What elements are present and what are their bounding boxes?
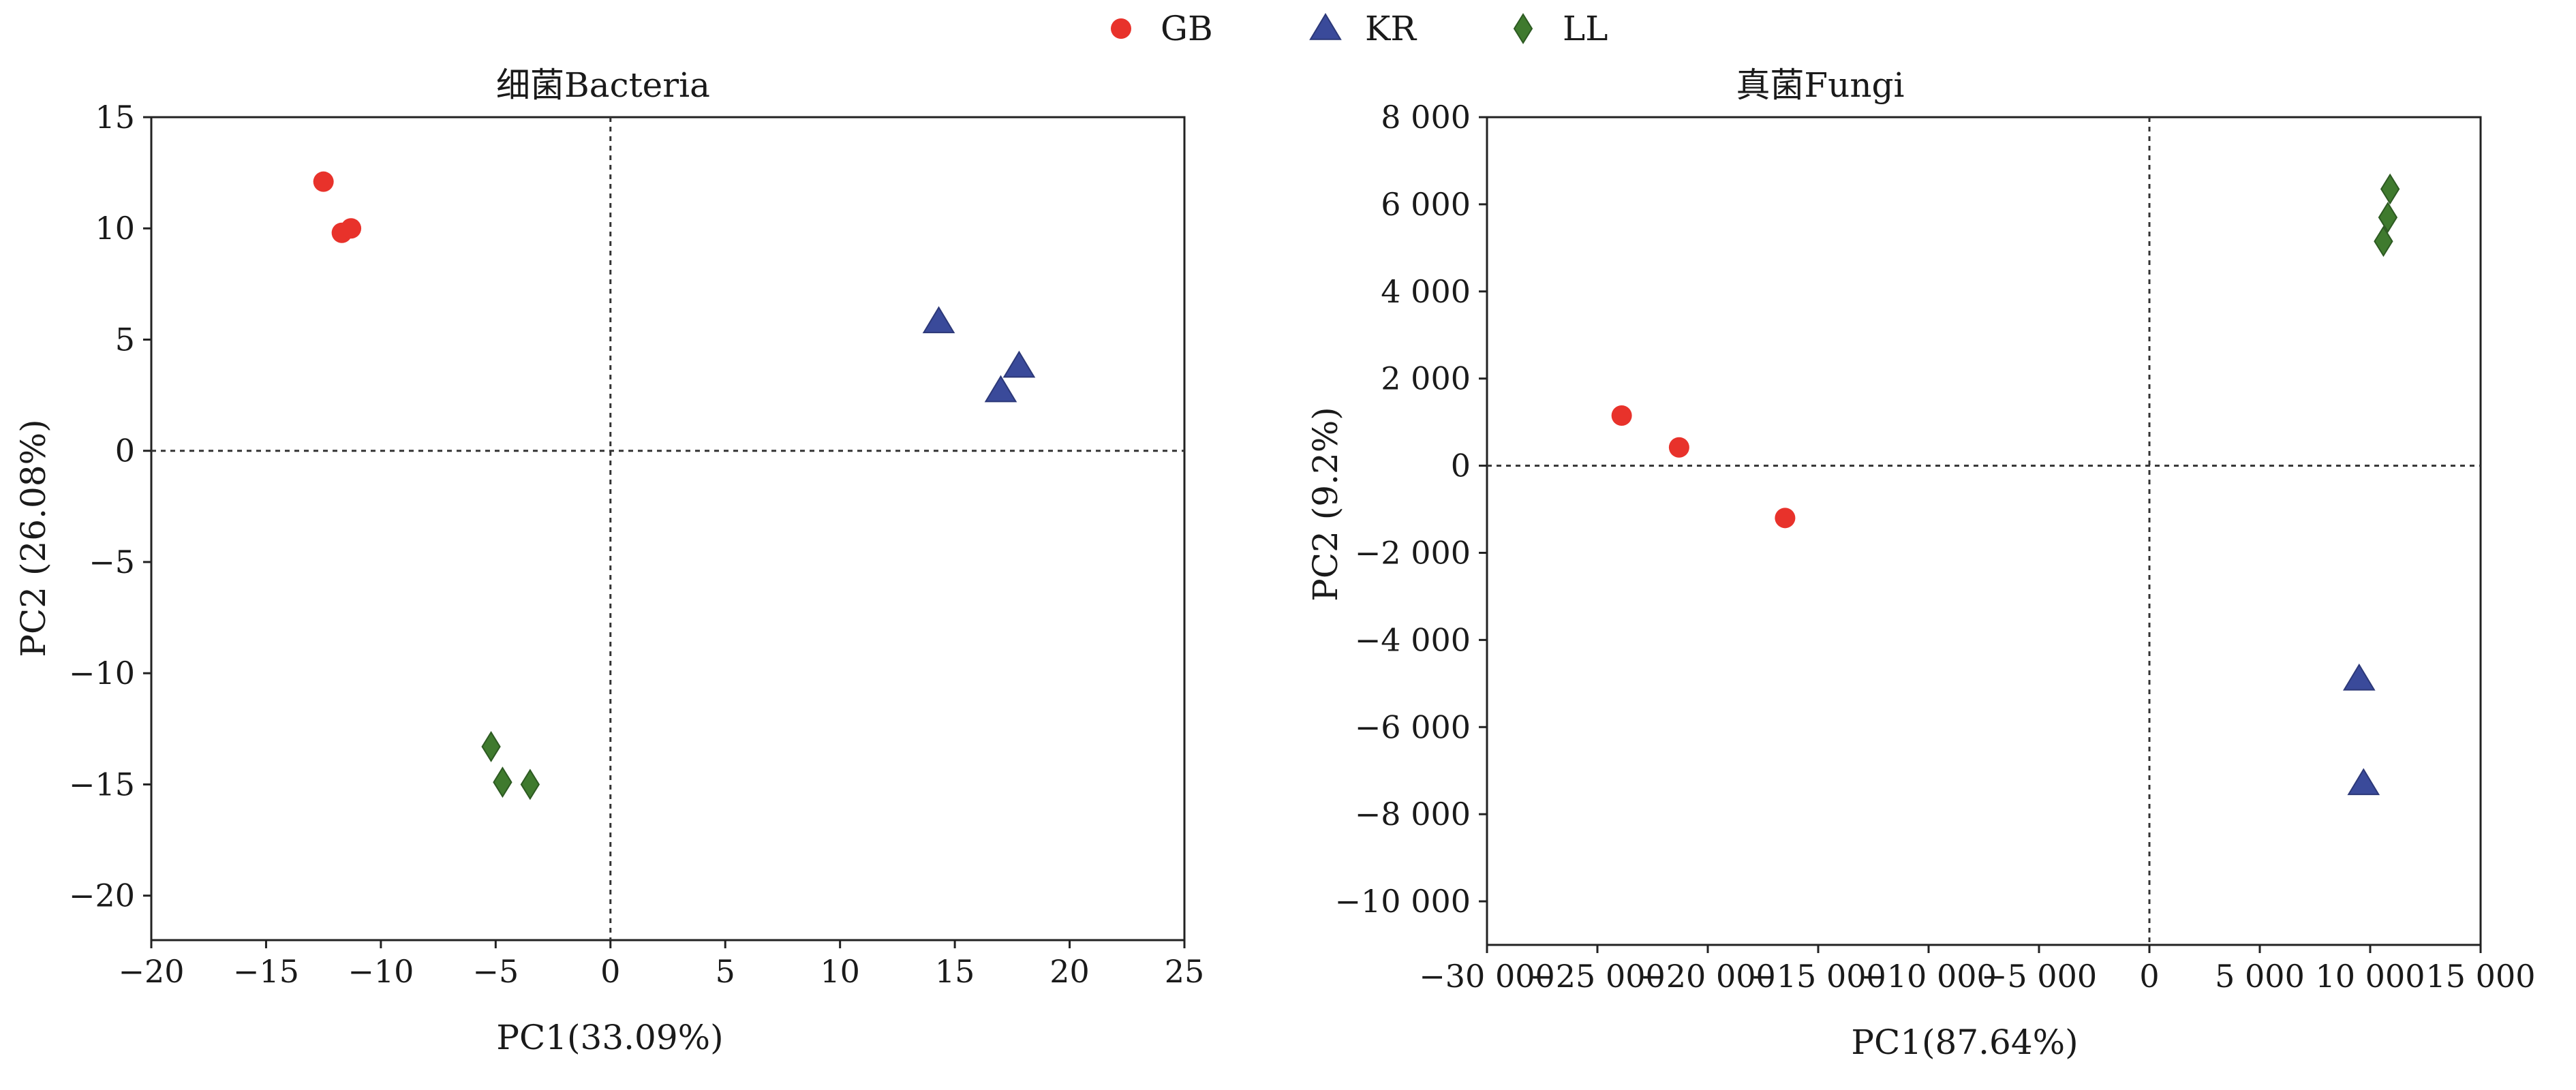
- data-point-gb: [313, 171, 334, 192]
- legend-marker-gb: [1111, 18, 1131, 39]
- y-tick-label: 2 000: [1381, 360, 1471, 397]
- x-tick-label: −15: [233, 953, 299, 990]
- x-tick-label: 0: [600, 953, 620, 990]
- y-tick-label: 5: [115, 321, 135, 358]
- data-point-kr: [984, 375, 1017, 403]
- y-tick-label: 10: [95, 210, 135, 247]
- x-tick-label: −5: [472, 953, 519, 990]
- x-tick-label: −15 000: [1750, 958, 1886, 995]
- legend-marker-kr: [1309, 13, 1342, 40]
- legend-marker-ll: [1513, 13, 1533, 44]
- y-tick-label: 0: [115, 433, 135, 469]
- x-tick-label: 25: [1165, 953, 1205, 990]
- y-tick-label: −2 000: [1355, 534, 1471, 571]
- y-tick-label: −8 000: [1355, 796, 1471, 832]
- plot-frame: [150, 116, 1186, 941]
- plot-frame: [1486, 116, 2482, 946]
- data-point-gb: [1611, 405, 1632, 426]
- x-tick-label: −10 000: [1860, 958, 1997, 995]
- x-tick-label: 0: [2139, 958, 2159, 995]
- data-point-ll: [2378, 202, 2398, 233]
- bacteria-panel: −20 −15 −10 −5 0 5 10 15 20 25 15 10 5 0 −5 −10 −15 −20 细菌…: [14, 65, 1204, 1057]
- legend-label-ll: LL: [1563, 9, 1608, 48]
- x-tick-label: 20: [1049, 953, 1090, 990]
- data-point-gb: [1775, 508, 1796, 529]
- x-tick-label: 10: [820, 953, 860, 990]
- x-tick-label: 15: [935, 953, 975, 990]
- x-tick-label: −5 000: [1981, 958, 2097, 995]
- y-tick-label: 8 000: [1381, 99, 1471, 136]
- y-tick-label: 6 000: [1381, 186, 1471, 223]
- y-tick-label: −10 000: [1335, 883, 1471, 920]
- y-axis-label: PC2 (26.08%): [14, 419, 53, 657]
- data-point-kr: [2347, 768, 2380, 796]
- x-tick-label: −30 000: [1419, 958, 1555, 995]
- y-tick-label: 15: [95, 99, 135, 136]
- legend-label-gb: GB: [1161, 9, 1213, 48]
- y-tick-label: −5: [89, 544, 135, 580]
- y-tick-label: −4 000: [1355, 621, 1471, 658]
- y-tick-label: −6 000: [1355, 708, 1471, 745]
- x-axis-label: PC1(33.09%): [496, 1018, 723, 1057]
- y-tick-label: −20: [69, 877, 135, 914]
- y-axis-label: PC2 (9.2%): [1306, 407, 1345, 602]
- legend: GB KR LL: [1111, 9, 1608, 48]
- data-point-gb: [341, 218, 362, 239]
- data-point-kr: [2342, 663, 2376, 691]
- x-tick-label: −25 000: [1529, 958, 1666, 995]
- data-point-kr: [1002, 350, 1036, 378]
- y-tick-label: −15: [69, 766, 135, 803]
- x-tick-label: 5 000: [2215, 958, 2305, 995]
- x-tick-label: −10: [348, 953, 414, 990]
- data-point-ll: [481, 731, 501, 762]
- x-tick-label: 15 000: [2426, 958, 2536, 995]
- x-tick-label: −20 000: [1640, 958, 1776, 995]
- data-point-ll: [493, 766, 512, 798]
- chart-title: 真菌Fungi: [1736, 65, 1904, 105]
- fungi-panel: −30 000−25 000−20 000−15 000−10 000−5 00…: [1306, 65, 2535, 1062]
- y-tick-label: 0: [1451, 448, 1471, 484]
- data-point-ll: [2380, 173, 2400, 205]
- data-point-ll: [520, 768, 540, 800]
- x-tick-label: 5: [716, 953, 735, 990]
- legend-label-kr: KR: [1365, 9, 1417, 48]
- data-point-gb: [1668, 437, 1689, 458]
- x-tick-label: −20: [118, 953, 184, 990]
- data-point-kr: [922, 306, 955, 334]
- y-tick-label: −10: [69, 655, 135, 691]
- chart-title: 细菌Bacteria: [496, 65, 710, 105]
- y-tick-label: 4 000: [1381, 273, 1471, 310]
- x-tick-label: 10 000: [2316, 958, 2425, 995]
- data-point-ll: [2374, 225, 2393, 258]
- x-axis-label: PC1(87.64%): [1851, 1023, 2078, 1062]
